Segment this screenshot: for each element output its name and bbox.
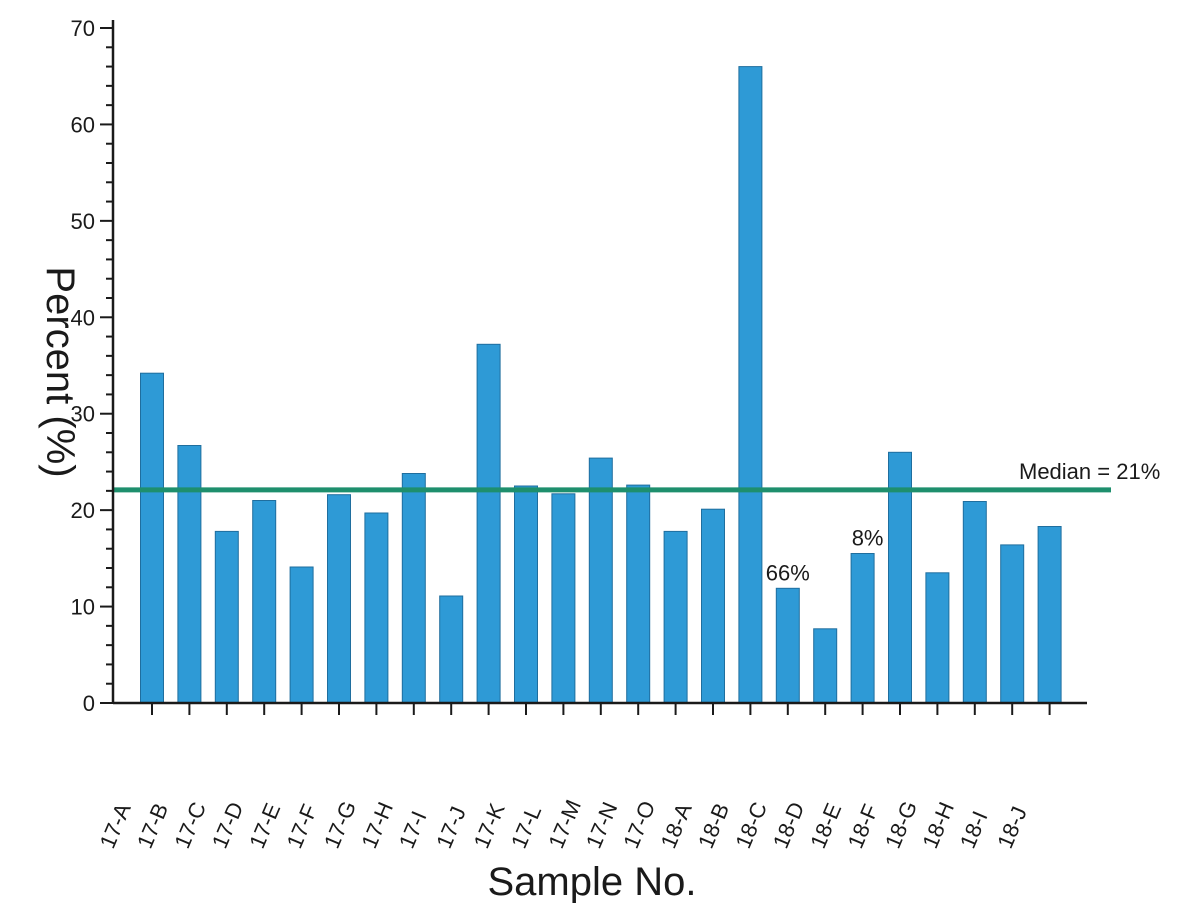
- x-tick-label: 18-F: [843, 801, 884, 852]
- bar-17-J: [476, 343, 501, 704]
- y-axis: 0 10 20 30 40 50 60 70: [71, 16, 115, 716]
- bar-17-L: [551, 493, 576, 704]
- x-axis: 17-A17-B17-C17-D17-E17-F17-G17-H17-I 17-J…: [95, 701, 1087, 852]
- x-tick-label: 18-C: [730, 798, 772, 852]
- bar-17-C: [214, 530, 239, 704]
- x-tick-label: 18-E: [805, 799, 846, 852]
- x-tick-label: 17-L: [506, 802, 546, 852]
- bars-group: [140, 66, 1062, 704]
- y-tick-label: 10: [71, 595, 95, 620]
- y-tick-label: 40: [71, 305, 95, 330]
- bar-18-E: [850, 553, 875, 704]
- bar-18-D: [813, 628, 838, 704]
- x-tick-label: 17-C: [169, 798, 211, 852]
- bar-18-A: [701, 508, 725, 704]
- annotation-18-C: 66%: [766, 560, 810, 585]
- y-tick-label: 20: [71, 498, 95, 523]
- x-tick-label: 17-G: [319, 797, 361, 852]
- median-line-group: Median = 21%: [113, 459, 1160, 493]
- annotation-18-E: 8%: [852, 526, 884, 551]
- x-tick-label: 18-I: [955, 807, 993, 852]
- bar-17-K: [514, 485, 538, 704]
- bar-17-M: [588, 457, 613, 704]
- y-axis-title: Percent (%): [38, 266, 82, 477]
- x-tick-label: 17-B: [132, 799, 173, 852]
- x-tick-label: 18-G: [880, 797, 922, 852]
- bar-18-J: [1037, 526, 1062, 704]
- y-tick-label: 60: [71, 112, 95, 137]
- y-tick-label: 0: [83, 691, 95, 716]
- median-label: Median = 21%: [1019, 459, 1160, 484]
- x-tick-label: 18-D: [768, 798, 810, 852]
- bar-17-H: [401, 473, 426, 704]
- bar-18-B: [738, 66, 763, 704]
- bar-17-A: [140, 372, 164, 704]
- x-tick-label: 17-E: [244, 799, 285, 852]
- bar-18-C: [775, 587, 800, 704]
- x-tick-label: 17-A: [95, 799, 136, 852]
- bar-18-I: [1000, 544, 1025, 704]
- bar-18-G: [925, 572, 950, 704]
- x-axis-title: Sample No.: [488, 860, 697, 903]
- bar-17-N: [626, 484, 651, 704]
- x-tick-label: 18-J: [992, 803, 1032, 852]
- annotations-group: 66% 8%: [766, 526, 884, 586]
- y-tick-label: 70: [71, 16, 95, 41]
- bar-17-E: [289, 566, 314, 704]
- bar-17-G: [364, 512, 389, 704]
- x-tick-label: 17-K: [469, 799, 510, 852]
- x-tick-label: 18-A: [656, 799, 697, 852]
- x-tick-label: 17-H: [356, 798, 398, 852]
- x-tick-label: 17-I: [394, 807, 432, 852]
- x-tick-label: 17-N: [581, 798, 623, 852]
- x-tick-label: 17-M: [543, 796, 586, 852]
- bar-18-H: [962, 501, 987, 704]
- x-tick-label: 17-O: [618, 797, 660, 852]
- x-tick-label: 17-D: [207, 798, 249, 852]
- x-tick-label: 18-H: [917, 798, 959, 852]
- bar-17-I: [439, 595, 464, 704]
- bar-17-D: [252, 500, 277, 704]
- x-tick-label: 17-F: [282, 801, 323, 852]
- x-tick-label: 18-B: [693, 799, 734, 852]
- y-tick-label: 50: [71, 209, 95, 234]
- x-tick-label: 17-J: [431, 803, 471, 852]
- bar-17-O: [663, 530, 688, 704]
- bar-17-F: [327, 494, 351, 704]
- bar-17-B: [177, 445, 202, 704]
- y-tick-label: 30: [71, 402, 95, 427]
